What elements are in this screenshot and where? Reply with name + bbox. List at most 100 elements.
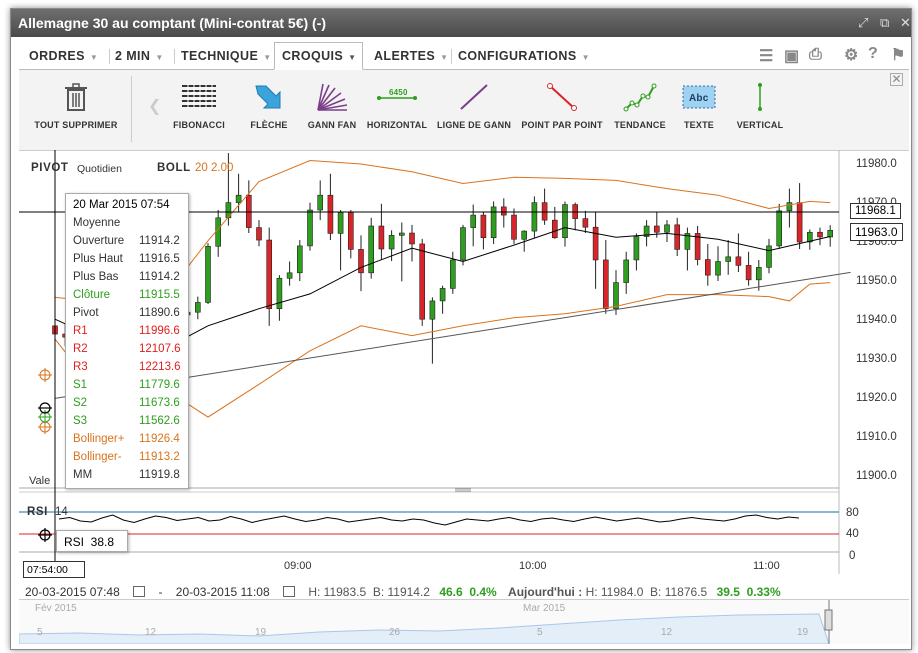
menu-configurations[interactable]: CONFIGURATIONS ▼ xyxy=(458,43,590,69)
time-tick: 11:00 xyxy=(753,560,780,572)
candle xyxy=(470,204,477,247)
menu-sketch-label: CROQUIS xyxy=(282,49,344,63)
comment-icon[interactable]: ⚑ xyxy=(891,47,906,64)
navigator-month: Fév 2015 xyxy=(35,603,77,614)
candle xyxy=(439,285,446,314)
menu-technical[interactable]: TECHNIQUE ▼ xyxy=(181,43,272,69)
clear-all-button[interactable]: TOUT SUPPRIMER xyxy=(29,82,123,130)
menu-alerts-label: ALERTES xyxy=(374,49,436,63)
price-chart[interactable] xyxy=(19,150,909,634)
calendar-icon[interactable] xyxy=(282,586,295,597)
rsi-tick: 40 xyxy=(846,528,859,540)
candle xyxy=(623,251,630,294)
navigator-day: 5 xyxy=(37,627,43,638)
gear-icon[interactable]: ⚙ xyxy=(844,47,859,64)
menu-interval[interactable]: 2 MIN ▼ xyxy=(115,43,164,69)
chevron-down-icon: ▼ xyxy=(155,53,164,62)
candle xyxy=(286,261,293,286)
candle-body-up xyxy=(205,245,211,303)
navigator[interactable]: Fév 2015 Mar 2015 5 12 19 26 5 12 19 xyxy=(19,599,909,644)
tooltip-row-label: Bollinger- xyxy=(73,451,122,463)
candle-body-up xyxy=(490,206,497,239)
candle xyxy=(541,188,548,225)
candle xyxy=(745,251,752,286)
data-tooltip: 20 Mar 2015 07:54 Moyenne Ouverture 11914.… xyxy=(65,193,189,489)
menu-orders-label: ORDRES xyxy=(29,49,85,63)
rsi-period: 14 xyxy=(55,506,68,518)
menu-alerts[interactable]: ALERTES ▼ xyxy=(374,43,448,69)
rsi-tooltip: RSI 38.8 xyxy=(56,530,128,552)
tooltip-row: S1 11779.6 xyxy=(73,379,185,391)
chart-area[interactable]: PIVOT Quotidien BOLL 20 2.00 11980.0 119… xyxy=(19,150,909,634)
tool-horizontal-label: HORIZONTAL xyxy=(366,120,428,130)
candle xyxy=(409,224,415,262)
candle-body-down xyxy=(796,202,803,243)
candle xyxy=(796,183,803,250)
tooltip-row: Clôture 11915.5 xyxy=(73,289,185,301)
candles-group xyxy=(52,153,834,383)
tool-fibonacci[interactable]: FIBONACCI xyxy=(164,82,234,130)
tool-gann-fan[interactable]: GANN FAN xyxy=(302,82,362,130)
candle xyxy=(786,188,793,228)
navigator-day: 5 xyxy=(537,627,543,638)
tooltip-row-label: Moyenne xyxy=(73,217,121,229)
tool-gann-line[interactable]: LIGNE DE GANN xyxy=(433,82,515,130)
menu-technical-label: TECHNIQUE xyxy=(181,49,259,63)
candle xyxy=(694,226,701,266)
close-icon[interactable]: ✕ xyxy=(900,15,911,30)
tool-arrow[interactable]: FLÈCHE xyxy=(237,82,301,130)
resize-icon[interactable]: ⤢ xyxy=(858,15,869,30)
tool-horizontal[interactable]: 6450 HORIZONTAL xyxy=(362,82,432,130)
menu-sketch[interactable]: CROQUIS ▼ xyxy=(274,42,364,70)
tool-vertical[interactable]: VERTICAL xyxy=(731,82,789,130)
chart-menu-bar: ORDRES ▼ 2 MIN ▼ TECHNIQUE ▼ CROQUIS ▼ ALERT… xyxy=(19,42,909,70)
candle-body-up xyxy=(398,232,405,236)
toolbar-divider xyxy=(131,76,132,142)
menu-orders[interactable]: ORDRES ▼ xyxy=(29,43,98,69)
layers-icon[interactable]: ☰ xyxy=(759,48,774,65)
tooltip-row-value: 11916.5 xyxy=(139,253,180,265)
popout-icon[interactable]: ⧉ xyxy=(880,15,890,30)
tooltip-row: R2 12107.6 xyxy=(73,343,185,355)
calendar-icon[interactable] xyxy=(133,586,146,597)
candle-body-up xyxy=(613,282,619,309)
candle-body-up xyxy=(368,225,375,274)
gann-line-icon xyxy=(460,84,488,110)
tooltip-row-label: Clôture xyxy=(73,289,111,301)
drawing-toolbar: ✕ TOUT SUPPRIMER ❮ FIBONACCI FLÈCHE GANN… xyxy=(19,70,909,151)
tool-point-to-point-label: POINT PAR POINT xyxy=(521,120,603,130)
help-icon[interactable]: ? xyxy=(868,45,879,62)
close-toolbar-icon[interactable]: ✕ xyxy=(890,72,903,86)
candle xyxy=(337,210,344,271)
image-icon[interactable]: ▣ xyxy=(784,48,800,65)
tooltip-row-label: Plus Bas xyxy=(73,271,119,283)
tooltip-row: MM 11919.8 xyxy=(73,469,185,481)
candle xyxy=(664,220,670,242)
navigator-month: Mar 2015 xyxy=(523,603,566,614)
candle-body-up xyxy=(633,236,640,261)
tool-point-to-point[interactable]: POINT PAR POINT xyxy=(516,82,608,130)
tool-trend[interactable]: TENDANCE xyxy=(609,82,671,130)
candle xyxy=(633,233,640,271)
candle-body-down xyxy=(419,243,426,320)
candle-body-up xyxy=(388,235,395,250)
candle-body-down xyxy=(327,194,334,234)
tool-text-label: TEXTE xyxy=(683,120,714,130)
title-bar[interactable]: Allemagne 30 au comptant (Mini-contrat 5… xyxy=(11,9,911,37)
chevron-down-icon: ▼ xyxy=(440,53,449,62)
candle xyxy=(246,180,252,234)
tooltip-row: Bollinger- 11913.2 xyxy=(73,451,185,463)
candle-body-up xyxy=(460,227,466,261)
navigator-handle[interactable] xyxy=(824,609,833,631)
tooltip-row-value: 11562.6 xyxy=(139,415,180,427)
time-tick: 10:00 xyxy=(519,560,547,572)
svg-text:Abc: Abc xyxy=(689,93,709,104)
candle-body-up xyxy=(664,224,670,233)
print-icon[interactable]: ⎙ xyxy=(809,46,823,63)
candle-body-up xyxy=(531,202,538,232)
navigator-day: 19 xyxy=(797,627,809,638)
tool-fibonacci-label: FIBONACCI xyxy=(173,120,225,130)
candle xyxy=(358,235,364,292)
chevron-left-icon[interactable]: ❮ xyxy=(148,98,162,115)
tool-text[interactable]: Abc TEXTE xyxy=(675,82,723,130)
